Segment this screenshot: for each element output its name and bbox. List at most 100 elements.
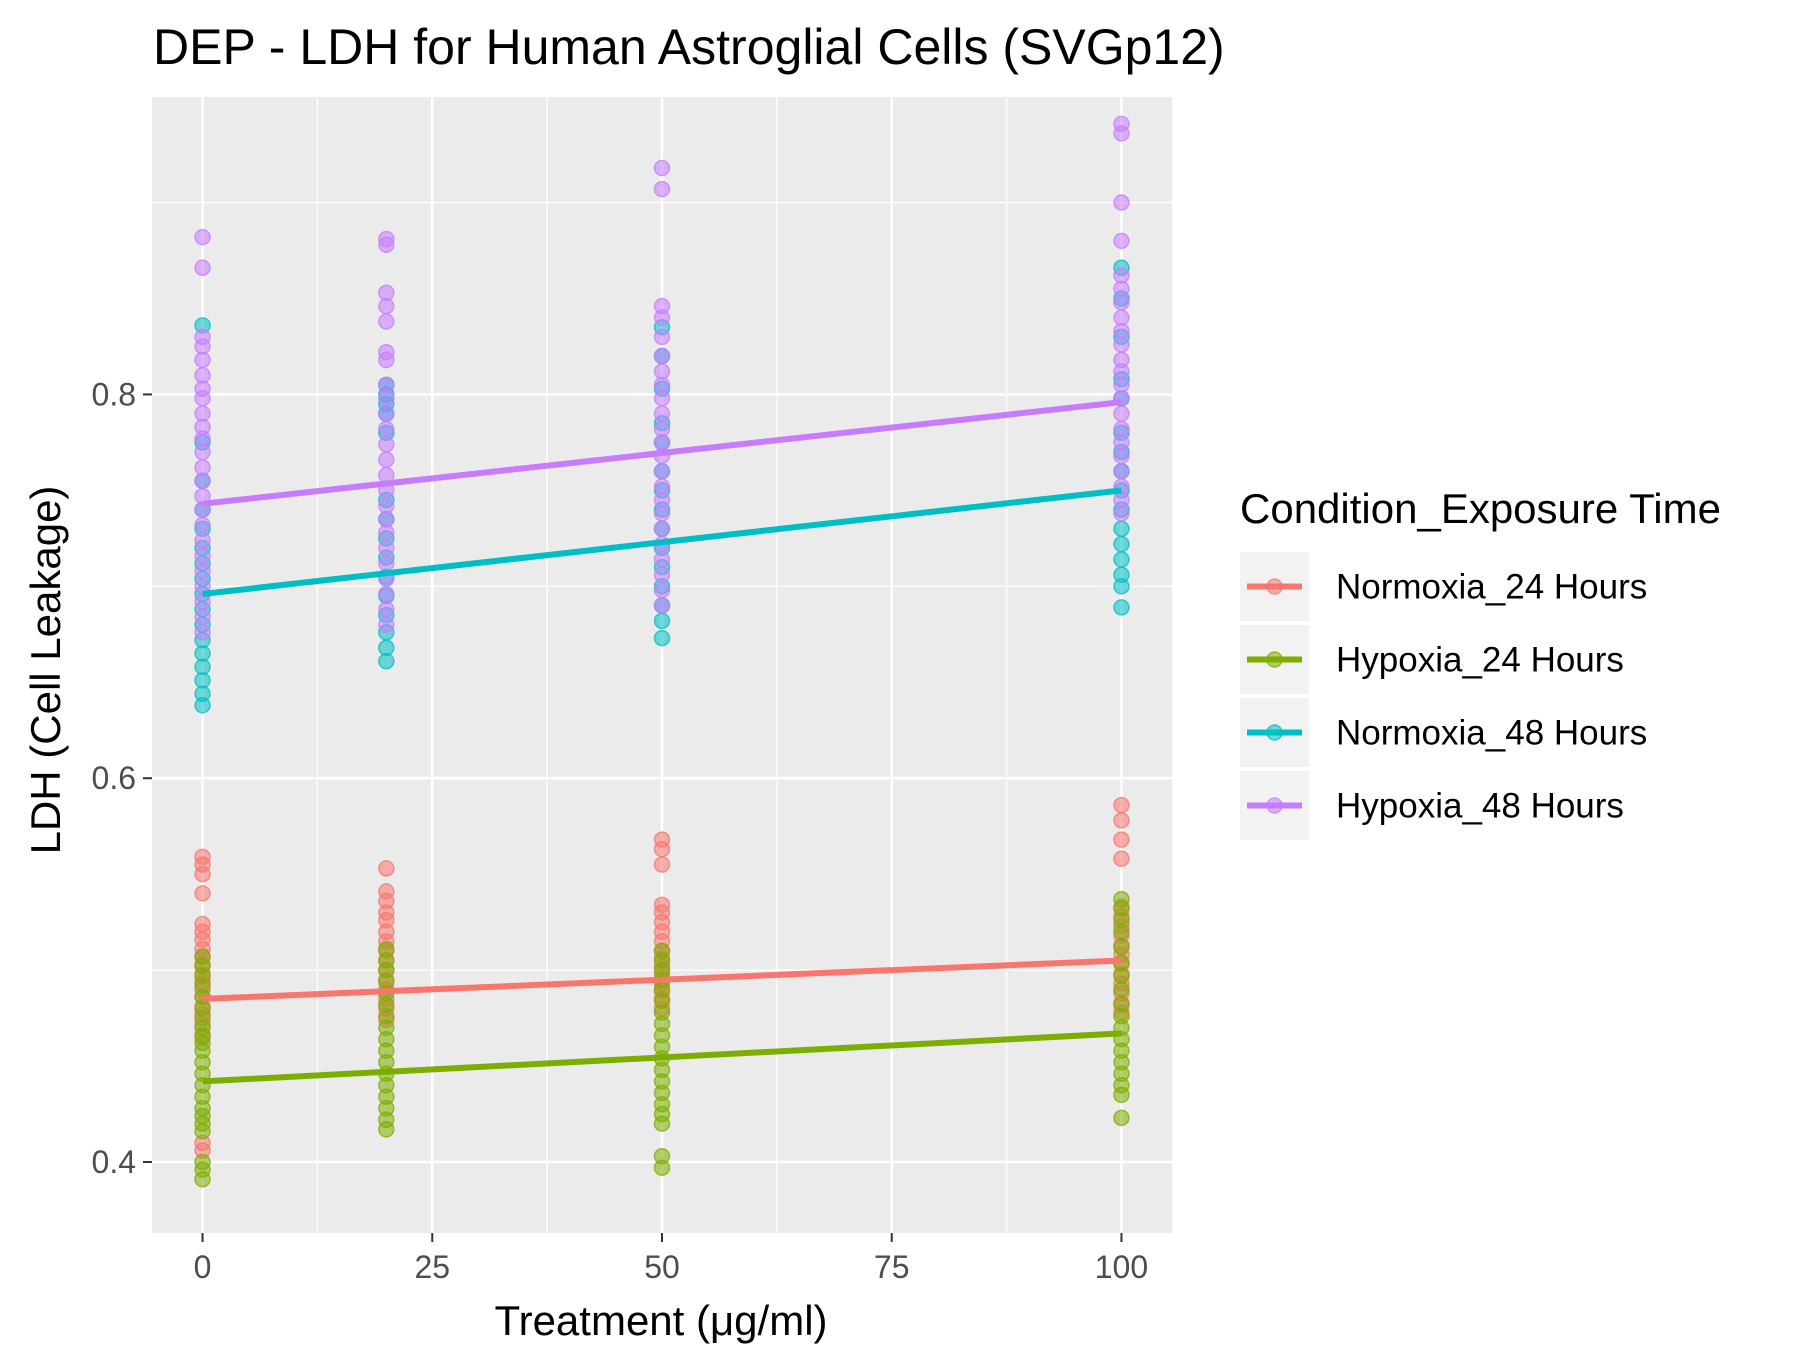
data-point-series-4 [194,351,211,369]
data-point-series-4 [378,524,395,541]
data-point-series-4 [378,313,395,330]
data-point-series-2 [653,1115,671,1132]
legend-label: Normoxia_48 Hours [1336,714,1647,753]
data-point-series-4 [378,390,395,407]
data-points [194,115,1130,1188]
data-point-series-4 [378,555,395,572]
y-tick-label: 0.4 [92,1144,136,1180]
data-point-series-4 [194,259,211,277]
data-point-series-3 [1113,535,1130,553]
y-tick-label: 0.6 [92,760,136,796]
x-tick-label: 0 [194,1249,212,1285]
data-point-series-3 [378,652,395,670]
data-point-series-1 [653,840,671,858]
data-point-series-4 [378,436,395,453]
trend-line-series-1 [202,957,1122,1002]
data-point-series-2 [194,1123,211,1140]
data-point-series-1 [194,885,211,902]
trend-line-series-3 [202,487,1122,597]
legend: Condition_Exposure Time Normoxia_24 Hour… [1240,485,1721,840]
axes: 0 25 50 75 100 0.4 0.6 0.8 [92,376,1149,1285]
data-point-series-4 [194,472,211,490]
data-point-series-2 [194,1171,211,1188]
data-point-series-4 [194,547,211,564]
trend-line-series-2 [202,1030,1122,1085]
legend-key-point [1266,578,1283,595]
data-point-series-4 [1113,462,1130,480]
data-point-series-3 [194,697,211,714]
data-point-series-4 [378,297,395,315]
chart-title: DEP - LDH for Human Astroglial Cells (SV… [153,19,1225,75]
legend-label: Hypoxia_24 Hours [1336,641,1624,680]
data-point-series-2 [653,1159,671,1177]
data-point-series-4 [194,228,211,246]
x-tick-label: 50 [644,1249,680,1285]
data-point-series-1 [1113,812,1130,829]
y-axis-title: LDH (Cell Leakage) [22,486,69,855]
data-point-series-4 [378,420,395,438]
data-point-series-4 [1113,294,1130,311]
data-point-series-4 [653,328,671,346]
data-point-series-3 [653,629,671,647]
data-point-series-4 [1113,447,1130,465]
data-point-series-3 [1113,578,1130,595]
data-point-series-4 [653,581,671,599]
data-point-series-4 [653,180,671,198]
data-point-series-3 [653,612,671,630]
data-point-series-2 [1113,981,1130,998]
legend-title: Condition_Exposure Time [1240,485,1721,532]
data-point-series-4 [378,451,395,468]
data-point-series-1 [1113,796,1130,814]
data-point-series-4 [378,351,395,369]
data-point-series-1 [653,856,671,873]
data-point-series-4 [653,462,671,480]
y-tick-label: 0.8 [92,376,136,412]
data-point-series-2 [1113,1109,1130,1127]
data-point-series-4 [653,505,671,522]
data-point-series-1 [1113,850,1130,868]
data-point-series-2 [1113,1086,1130,1104]
data-point-series-4 [653,405,671,422]
data-point-series-2 [1113,923,1130,940]
data-point-series-2 [1113,938,1130,956]
data-point-series-4 [194,516,211,534]
x-tick-label: 25 [414,1249,450,1285]
data-point-series-4 [1113,125,1130,142]
data-point-series-3 [1113,551,1130,568]
data-point-series-4 [194,443,211,461]
data-point-series-4 [194,562,211,580]
trend-lines [202,399,1122,1085]
data-point-series-4 [653,159,671,177]
data-point-series-4 [194,390,211,407]
data-point-series-4 [653,551,671,568]
x-tick-label: 75 [874,1249,910,1285]
data-point-series-2 [378,1121,395,1138]
data-point-series-4 [194,624,211,641]
data-point-series-4 [1113,405,1130,422]
legend-key-point [1266,651,1283,668]
data-point-series-4 [378,601,395,618]
data-point-series-4 [194,532,211,549]
data-point-series-3 [1113,599,1130,616]
data-point-series-4 [653,390,671,407]
data-point-series-4 [653,566,671,584]
data-point-series-4 [1113,505,1130,522]
legend-key-point [1266,724,1283,741]
data-point-series-4 [653,520,671,538]
x-axis-title: Treatment (μg/ml) [494,1297,827,1344]
data-point-series-4 [378,236,395,254]
legend-label: Hypoxia_48 Hours [1336,787,1624,826]
data-point-series-4 [1113,194,1130,211]
trend-line-series-4 [202,399,1122,507]
data-point-series-1 [1113,831,1130,848]
data-point-series-4 [1113,232,1130,250]
data-point-series-1 [194,865,211,883]
data-point-series-4 [1113,336,1130,353]
data-point-series-3 [1113,520,1130,538]
data-point-series-4 [378,616,395,633]
legend-key-point [1266,797,1283,814]
x-tick-label: 100 [1095,1249,1148,1285]
data-point-series-4 [653,309,671,326]
legend-label: Normoxia_24 Hours [1336,568,1647,607]
